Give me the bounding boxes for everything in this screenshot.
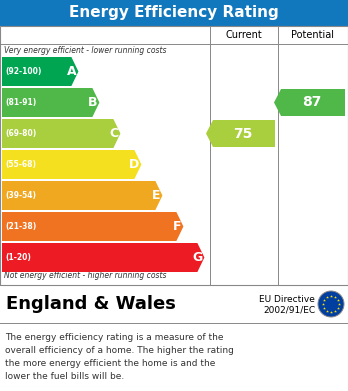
Text: the more energy efficient the home is and the: the more energy efficient the home is an… xyxy=(5,359,215,368)
Text: (55-68): (55-68) xyxy=(5,160,36,169)
Polygon shape xyxy=(274,89,345,116)
Bar xyxy=(0,323,348,391)
Text: (21-38): (21-38) xyxy=(5,222,36,231)
Polygon shape xyxy=(2,119,120,148)
Text: D: D xyxy=(129,158,140,171)
Bar xyxy=(0,285,348,323)
Polygon shape xyxy=(206,120,275,147)
Text: Not energy efficient - higher running costs: Not energy efficient - higher running co… xyxy=(4,271,166,280)
Polygon shape xyxy=(2,212,183,241)
Text: Very energy efficient - lower running costs: Very energy efficient - lower running co… xyxy=(4,46,166,55)
Text: (81-91): (81-91) xyxy=(5,98,36,107)
Text: overall efficiency of a home. The higher the rating: overall efficiency of a home. The higher… xyxy=(5,346,234,355)
Polygon shape xyxy=(2,181,163,210)
Text: F: F xyxy=(173,220,181,233)
Polygon shape xyxy=(2,88,100,117)
Text: The energy efficiency rating is a measure of the: The energy efficiency rating is a measur… xyxy=(5,333,223,342)
Bar xyxy=(0,0,348,26)
Text: B: B xyxy=(88,96,97,109)
Polygon shape xyxy=(2,243,204,272)
Text: E: E xyxy=(152,189,160,202)
Text: England & Wales: England & Wales xyxy=(6,295,176,313)
Text: 75: 75 xyxy=(233,127,252,140)
Text: (1-20): (1-20) xyxy=(5,253,31,262)
Text: EU Directive: EU Directive xyxy=(259,294,315,303)
Text: lower the fuel bills will be.: lower the fuel bills will be. xyxy=(5,372,124,381)
Text: C: C xyxy=(109,127,118,140)
Bar xyxy=(0,26,348,285)
Text: A: A xyxy=(67,65,77,78)
Text: Potential: Potential xyxy=(292,30,334,40)
Polygon shape xyxy=(2,57,78,86)
Text: 87: 87 xyxy=(302,95,321,109)
Text: Energy Efficiency Rating: Energy Efficiency Rating xyxy=(69,5,279,20)
Text: 2002/91/EC: 2002/91/EC xyxy=(263,305,315,314)
Text: (92-100): (92-100) xyxy=(5,67,41,76)
Text: (39-54): (39-54) xyxy=(5,191,36,200)
Polygon shape xyxy=(2,150,141,179)
Text: G: G xyxy=(192,251,203,264)
Circle shape xyxy=(318,291,344,317)
Text: (69-80): (69-80) xyxy=(5,129,36,138)
Text: Current: Current xyxy=(226,30,262,40)
